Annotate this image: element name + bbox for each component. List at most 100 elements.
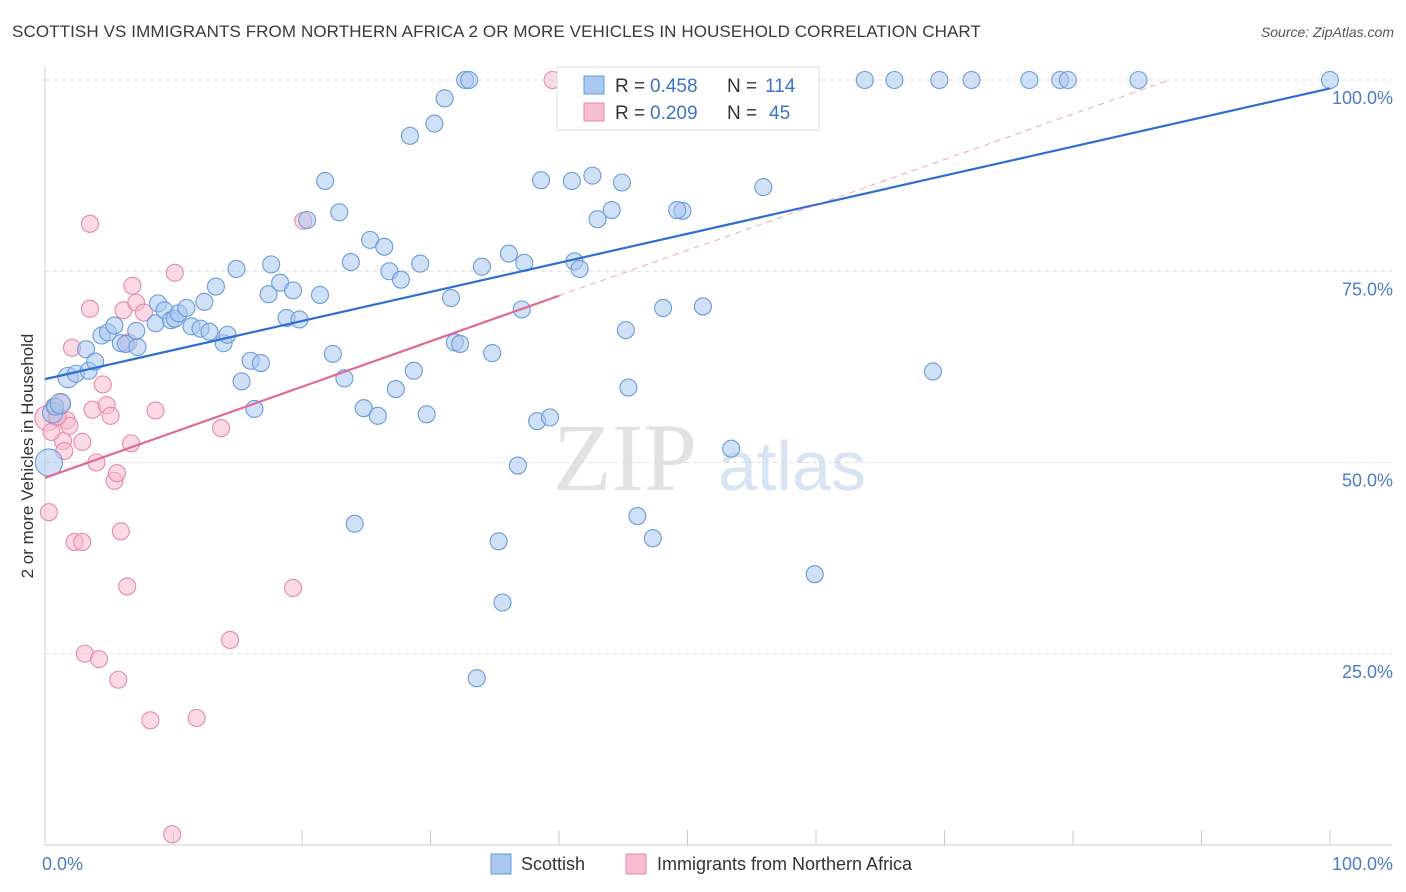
x-tick-labels: 0.0% 100.0%: [42, 854, 1393, 874]
trend-line-scottish: [44, 87, 1331, 381]
point-scottish: [128, 337, 147, 357]
point-scottish: [206, 277, 225, 296]
point-scottish: [602, 201, 621, 220]
trend-line-immigrants-extrapolated: [558, 79, 1170, 297]
point-immigrants: [80, 214, 100, 233]
legend-n-label-scottish: N =: [727, 76, 757, 97]
point-immigrants: [39, 503, 58, 522]
point-scottish: [310, 285, 330, 305]
point-scottish: [483, 344, 502, 363]
points-scottish: [34, 70, 1340, 688]
trend-line-immigrants: [44, 294, 560, 479]
point-immigrants: [80, 299, 100, 318]
bottom-legend-label-scottish: Scottish: [521, 854, 585, 874]
point-scottish: [283, 281, 303, 300]
point-immigrants: [107, 464, 127, 483]
point-scottish: [105, 316, 124, 335]
point-scottish: [472, 257, 491, 276]
point-scottish: [1020, 70, 1039, 90]
point-immigrants: [165, 263, 184, 282]
point-scottish: [391, 270, 410, 289]
y-axis-title: 2 or more Vehicles in Household: [18, 334, 37, 579]
point-scottish: [1129, 70, 1148, 90]
point-scottish: [425, 114, 444, 133]
point-immigrants: [111, 522, 130, 541]
point-scottish: [616, 321, 635, 340]
point-scottish: [49, 392, 72, 415]
point-scottish: [232, 372, 251, 391]
point-scottish: [177, 298, 196, 318]
chart-title: SCOTTISH VS IMMIGRANTS FROM NORTHERN AFR…: [12, 22, 981, 41]
point-scottish: [722, 439, 741, 458]
watermark: ZIP atlas: [553, 404, 866, 511]
point-scottish: [368, 406, 387, 425]
point-immigrants: [283, 578, 303, 598]
point-scottish: [628, 506, 647, 526]
point-scottish: [341, 253, 360, 272]
point-scottish: [259, 285, 278, 304]
bottom-legend-label-immigrants: Immigrants from Northern Africa: [657, 854, 913, 874]
point-scottish: [1320, 70, 1340, 90]
y-tick-label: 100.0%: [1332, 88, 1393, 108]
point-immigrants: [73, 533, 92, 552]
point-scottish: [251, 353, 270, 373]
point-scottish: [754, 178, 773, 197]
point-immigrants: [141, 711, 160, 730]
point-scottish: [298, 210, 317, 230]
point-scottish: [805, 565, 824, 584]
point-scottish: [262, 255, 281, 274]
point-scottish: [467, 669, 486, 688]
point-scottish: [1058, 70, 1077, 90]
point-scottish: [962, 70, 981, 90]
point-scottish: [489, 532, 508, 551]
x-tick-label: 0.0%: [42, 854, 83, 874]
legend-swatch-scottish: [583, 75, 605, 95]
point-scottish: [417, 405, 436, 424]
point-scottish: [885, 70, 904, 90]
point-immigrants: [42, 422, 61, 441]
watermark-atlas: atlas: [718, 427, 866, 505]
watermark-zip: ZIP: [553, 404, 697, 511]
point-scottish: [435, 89, 454, 108]
point-immigrants: [220, 630, 240, 650]
point-immigrants: [146, 401, 165, 420]
legend-swatch-immigrants: [583, 102, 605, 122]
point-scottish: [540, 408, 560, 427]
point-scottish: [375, 237, 394, 256]
point-immigrants: [89, 650, 109, 669]
point-scottish: [493, 593, 512, 612]
legend-n-label-immigrants: N =: [727, 103, 757, 124]
point-scottish: [531, 171, 551, 190]
point-scottish: [200, 322, 219, 341]
point-scottish: [668, 201, 687, 220]
bottom-legend-swatch-scottish: [490, 853, 512, 875]
point-scottish: [562, 171, 581, 191]
point-scottish: [930, 70, 949, 90]
point-immigrants: [93, 375, 112, 394]
point-scottish: [459, 70, 479, 90]
point-scottish: [654, 298, 673, 318]
x-ticks: [44, 830, 1331, 845]
point-scottish: [354, 399, 373, 418]
point-immigrants: [123, 276, 142, 295]
legend-r-label-immigrants: R =: [615, 103, 645, 124]
point-immigrants: [187, 708, 206, 728]
point-scottish: [404, 361, 423, 380]
point-scottish: [499, 244, 518, 263]
point-scottish: [612, 173, 632, 192]
point-scottish: [923, 362, 942, 381]
point-scottish: [693, 297, 712, 316]
points-immigrants: [34, 70, 562, 844]
point-scottish: [345, 514, 364, 533]
point-scottish: [227, 259, 246, 279]
legend-r-value-scottish: 0.458: [650, 76, 698, 97]
point-scottish: [411, 254, 430, 273]
legend-r-label-scottish: R =: [615, 76, 645, 97]
legend-r-value-immigrants: 0.209: [650, 103, 698, 124]
point-scottish: [218, 325, 237, 344]
point-scottish: [386, 380, 405, 399]
point-scottish: [400, 126, 419, 145]
source-label: Source: ZipAtlas.com: [1260, 24, 1394, 40]
point-scottish: [442, 288, 461, 308]
